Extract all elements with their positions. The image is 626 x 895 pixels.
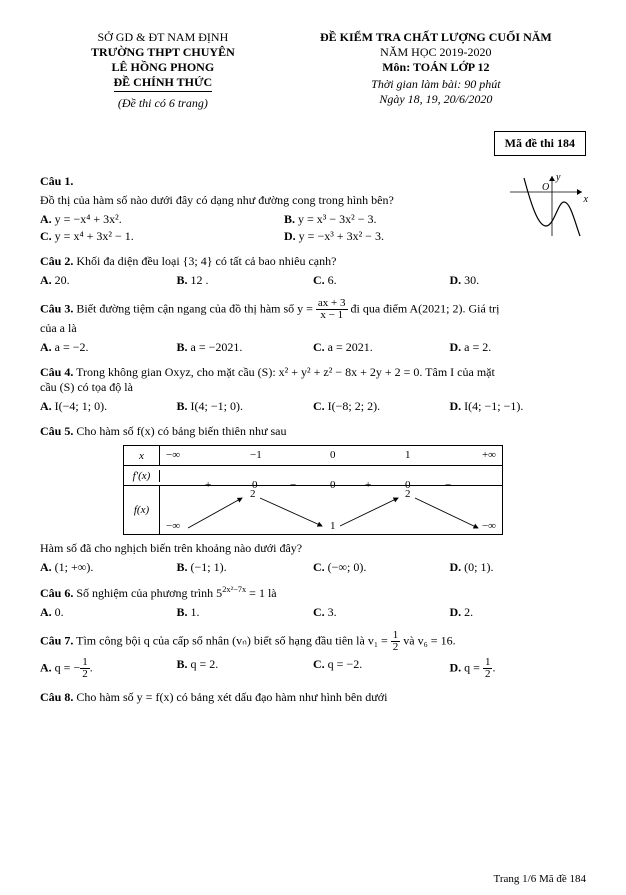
q4-title: Câu 4. bbox=[40, 365, 73, 379]
q4-optC: I(−8; 2; 2). bbox=[328, 399, 380, 413]
q5-optC: (−∞; 0). bbox=[328, 560, 367, 574]
q7-text1: Tìm công bội q của cấp số nhân (vₙ) biết… bbox=[76, 633, 391, 647]
school-line2: LÊ HỒNG PHONG bbox=[40, 60, 286, 75]
q1-optC: y = x⁴ + 3x² − 1. bbox=[55, 229, 134, 243]
variation-table: x −∞ −1 0 1 +∞ f′(x) + 0 − 0 + 0 − f(x) bbox=[123, 445, 503, 535]
q4-text1: Trong không gian Oxyz, cho mặt cầu (S): … bbox=[76, 365, 495, 379]
exam-code-box: Mã đề thi 184 bbox=[494, 131, 586, 156]
org-line: SỞ GD & ĐT NAM ĐỊNH bbox=[40, 30, 286, 45]
q5-title: Câu 5. bbox=[40, 424, 73, 438]
q5-optB: (−1; 1). bbox=[191, 560, 227, 574]
q3-text3: của a là bbox=[40, 321, 586, 336]
header-left: SỞ GD & ĐT NAM ĐỊNH TRƯỜNG THPT CHUYÊN L… bbox=[40, 30, 286, 111]
q7-optC: q = −2. bbox=[328, 657, 363, 671]
q3-optC: a = 2021. bbox=[328, 340, 373, 354]
question-2: Câu 2. Khối đa diện đều loại {3; 4} có t… bbox=[40, 254, 586, 288]
official-line: ĐỀ CHÍNH THỨC bbox=[40, 75, 286, 92]
q7-optB: q = 2. bbox=[191, 657, 219, 671]
question-8: Câu 8. Cho hàm số y = f(x) có bảng xét d… bbox=[40, 690, 586, 705]
q1-optB: y = x³ − 3x² − 3. bbox=[298, 212, 377, 226]
q1-text: Đồ thị của hàm số nào dưới đây có dạng n… bbox=[40, 193, 498, 208]
q7-title: Câu 7. bbox=[40, 633, 73, 647]
header-right: ĐỀ KIỂM TRA CHẤT LƯỢNG CUỐI NĂM NĂM HỌC … bbox=[286, 30, 586, 111]
q1-optA: y = −x⁴ + 3x². bbox=[55, 212, 122, 226]
q3-optD: a = 2. bbox=[464, 340, 491, 354]
subject-line: Môn: TOÁN LỚP 12 bbox=[286, 60, 586, 75]
question-6: Câu 6. Số nghiệm của phương trình 52x²−7… bbox=[40, 585, 586, 620]
q4-optA: I(−4; 1; 0). bbox=[55, 399, 107, 413]
q3-text1: Biết đường tiệm cận ngang của đồ thị hàm… bbox=[76, 301, 316, 315]
q3-frac: ax + 3x − 1 bbox=[316, 298, 348, 321]
q3-text2: đi qua điểm A(2021; 2). Giá trị bbox=[348, 301, 500, 315]
date-line: Ngày 18, 19, 20/6/2020 bbox=[286, 92, 586, 107]
q4-optB: I(4; −1; 0). bbox=[191, 399, 243, 413]
q1-graph: y O x bbox=[506, 174, 586, 239]
q2-title: Câu 2. bbox=[40, 254, 73, 268]
q6-title: Câu 6. bbox=[40, 586, 73, 600]
pages-note: (Đề thi có 6 trang) bbox=[40, 96, 286, 111]
q3-optB: a = −2021. bbox=[191, 340, 243, 354]
fprime-label: f′(x) bbox=[124, 470, 160, 482]
q7-text2: và v₆ = 16. bbox=[400, 633, 455, 647]
exam-code-wrap: Mã đề thi 184 bbox=[40, 131, 586, 156]
question-4: Câu 4. Trong không gian Oxyz, cho mặt cầ… bbox=[40, 365, 586, 414]
exam-title: ĐỀ KIỂM TRA CHẤT LƯỢNG CUỐI NĂM bbox=[286, 30, 586, 45]
q5-optD: (0; 1). bbox=[464, 560, 493, 574]
axis-x-label: x bbox=[584, 194, 588, 205]
variation-arrows-icon bbox=[160, 486, 504, 536]
axis-y-label: y bbox=[556, 172, 560, 183]
q6-optA: 0. bbox=[55, 605, 64, 619]
q5-after: Hàm số đã cho nghịch biến trên khoảng nà… bbox=[40, 541, 586, 556]
question-3: Câu 3. Biết đường tiệm cận ngang của đồ … bbox=[40, 298, 586, 355]
page-footer: Trang 1/6 Mã đề 184 bbox=[494, 873, 586, 885]
q3-optA: a = −2. bbox=[55, 340, 89, 354]
q2-optD: 30. bbox=[464, 273, 479, 287]
q7-optA-pre: q = − bbox=[55, 660, 81, 674]
year-line: NĂM HỌC 2019-2020 bbox=[286, 45, 586, 60]
q4-optD: I(4; −1; −1). bbox=[464, 399, 523, 413]
q2-optC: 6. bbox=[328, 273, 337, 287]
q1-title: Câu 1. bbox=[40, 174, 73, 188]
q2-text: Khối đa diện đều loại {3; 4} có tất cả b… bbox=[76, 254, 336, 268]
q8-text: Cho hàm số y = f(x) có bảng xét dấu đạo … bbox=[76, 690, 387, 704]
q2-optB: 12 . bbox=[191, 273, 209, 287]
question-1: Câu 1. Đồ thị của hàm số nào dưới đây có… bbox=[40, 174, 586, 244]
header: SỞ GD & ĐT NAM ĐỊNH TRƯỜNG THPT CHUYÊN L… bbox=[40, 30, 586, 111]
x-label: x bbox=[124, 446, 160, 465]
q4-text2: cầu (S) có tọa độ là bbox=[40, 380, 586, 395]
q5-optA: (1; +∞). bbox=[55, 560, 94, 574]
q3-title: Câu 3. bbox=[40, 301, 73, 315]
q6-optC: 3. bbox=[328, 605, 337, 619]
question-7: Câu 7. Tìm công bội q của cấp số nhân (v… bbox=[40, 630, 586, 680]
q6-text: Số nghiệm của phương trình 52x²−7x = 1 l… bbox=[76, 586, 276, 600]
q5-text: Cho hàm số f(x) có bảng biến thiên như s… bbox=[76, 424, 286, 438]
q6-optD: 2. bbox=[464, 605, 473, 619]
q8-title: Câu 8. bbox=[40, 690, 73, 704]
q6-optB: 1. bbox=[191, 605, 200, 619]
f-label: f(x) bbox=[124, 486, 160, 534]
q7-frac1: 12 bbox=[391, 630, 401, 653]
question-5: Câu 5. Cho hàm số f(x) có bảng biến thiê… bbox=[40, 424, 586, 575]
duration-line: Thời gian làm bài: 90 phút bbox=[286, 77, 586, 92]
q7-optD-pre: q = bbox=[464, 660, 483, 674]
q2-optA: 20. bbox=[55, 273, 70, 287]
q1-optD: y = −x³ + 3x² − 3. bbox=[299, 229, 384, 243]
origin-label: O bbox=[542, 182, 549, 193]
school-line1: TRƯỜNG THPT CHUYÊN bbox=[40, 45, 286, 60]
